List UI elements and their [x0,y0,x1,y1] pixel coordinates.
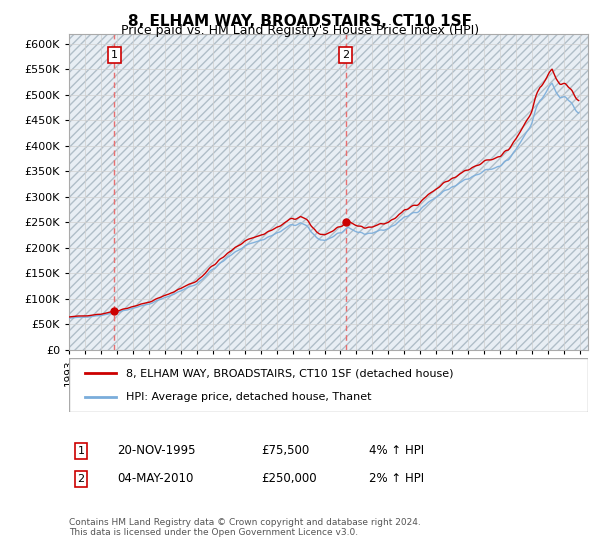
Text: HPI: Average price, detached house, Thanet: HPI: Average price, detached house, Than… [126,391,371,402]
Text: 2% ↑ HPI: 2% ↑ HPI [369,472,424,486]
Text: 8, ELHAM WAY, BROADSTAIRS, CT10 1SF (detached house): 8, ELHAM WAY, BROADSTAIRS, CT10 1SF (det… [126,368,454,379]
Text: 20-NOV-1995: 20-NOV-1995 [117,444,196,458]
Text: 1: 1 [111,50,118,60]
Text: 2: 2 [77,474,85,484]
Bar [69,34,588,350]
Text: 04-MAY-2010: 04-MAY-2010 [117,472,193,486]
Text: Contains HM Land Registry data © Crown copyright and database right 2024.
This d: Contains HM Land Registry data © Crown c… [69,518,421,538]
Text: £75,500: £75,500 [261,444,309,458]
Text: Price paid vs. HM Land Registry's House Price Index (HPI): Price paid vs. HM Land Registry's House … [121,24,479,37]
Text: £250,000: £250,000 [261,472,317,486]
FancyBboxPatch shape [69,358,588,412]
Text: 2: 2 [342,50,349,60]
Text: 4% ↑ HPI: 4% ↑ HPI [369,444,424,458]
Text: 8, ELHAM WAY, BROADSTAIRS, CT10 1SF: 8, ELHAM WAY, BROADSTAIRS, CT10 1SF [128,14,472,29]
Polygon shape [578,34,588,350]
Polygon shape [69,34,88,350]
Text: 1: 1 [77,446,85,456]
